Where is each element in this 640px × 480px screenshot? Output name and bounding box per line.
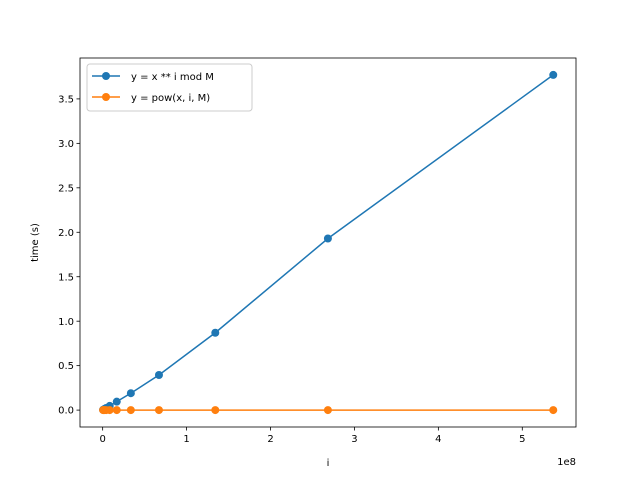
y-tick-label: 2.0 [58,228,74,239]
series-2-point [126,406,135,415]
axes-layer [79,57,577,428]
series-2 [99,406,558,415]
x-tick-label: 0 [99,434,105,445]
x-axis-offset-label: 1e8 [557,457,576,468]
x-tick-label: 1 [183,434,189,445]
x-axis-label: i [327,458,330,469]
series-2-point [549,406,558,415]
series-1-point [323,234,332,243]
series-1-point [112,397,121,406]
legend-marker-2 [102,93,110,101]
legend-label-1: y = x ** i mod M [131,72,214,83]
y-tick-label: 2.5 [58,183,74,194]
y-tick-label: 3.5 [58,95,74,106]
y-tick-label: 3.0 [58,139,74,150]
x-tick-label: 2 [267,434,273,445]
series-layer [99,70,558,415]
series-2-point [154,406,163,415]
series-1-point [549,70,558,79]
series-2-point [323,406,332,415]
y-tick-label: 0.0 [58,406,74,417]
series-1-point [126,389,135,398]
series-2-point [112,406,121,415]
x-axis-ticks: 0 1 2 3 4 5 [99,427,525,445]
x-tick-label: 5 [519,434,525,445]
plot-frame [79,57,577,428]
plot-area [80,58,576,427]
legend-box [86,63,253,112]
legend-label-2: y = pow(x, i, M) [131,93,210,104]
x-tick-label: 4 [435,434,441,445]
y-tick-label: 0.5 [58,361,74,372]
legend-marker-1 [102,72,110,80]
y-tick-label: 1.5 [58,272,74,283]
series-1-point [211,328,220,337]
y-tick-label: 1.0 [58,317,74,328]
series-2-point [105,406,114,415]
y-axis-ticks: 0.0 0.5 1.0 1.5 2.0 2.5 3.0 3.5 [58,95,80,417]
legend: y = x ** i mod M y = pow(x, i, M) [86,63,253,112]
x-tick-label: 3 [351,434,357,445]
series-2-point [211,406,220,415]
series-1-point [154,370,163,379]
y-axis-label: time (s) [30,223,41,262]
